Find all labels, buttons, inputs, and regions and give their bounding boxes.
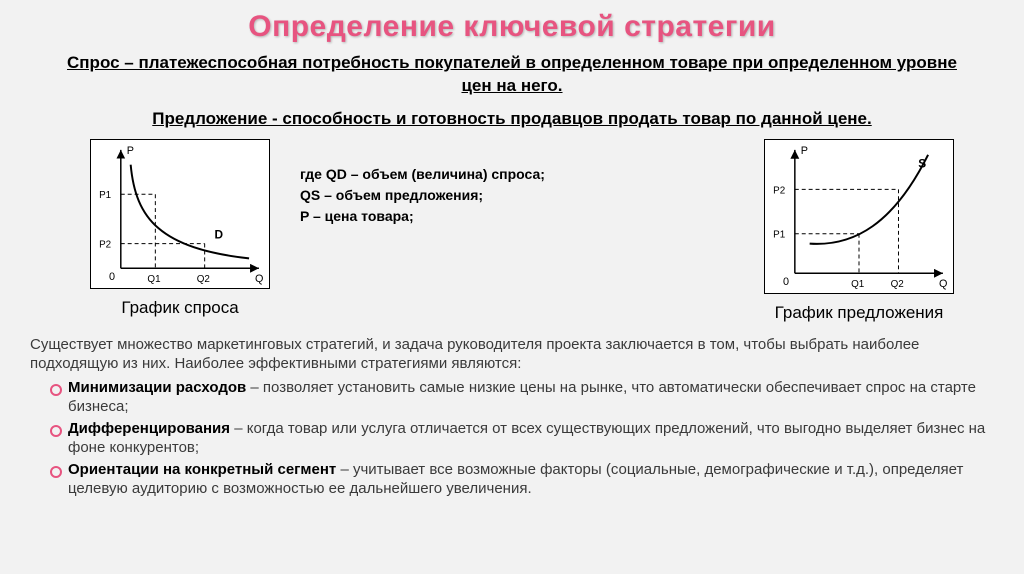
svg-text:S: S — [918, 156, 926, 170]
svg-text:P2: P2 — [773, 185, 785, 196]
definition-supply: Предложение - способность и готовность п… — [0, 108, 1024, 131]
body-text: Существует множество маркетинговых страт… — [0, 323, 1024, 499]
strategy-list: Минимизации расходов – позволяет установ… — [30, 378, 994, 499]
strategy-item-head: Ориентации на конкретный сегмент — [68, 461, 336, 478]
demand-chart-col: P Q 0 P1 P2 Q1 Q2 D График спроса — [90, 139, 270, 318]
svg-text:Q: Q — [255, 273, 263, 285]
supply-caption: График предложения — [764, 303, 954, 323]
svg-text:Q1: Q1 — [147, 274, 160, 285]
legend-line-3: P – цена товара; — [300, 206, 744, 227]
strategy-item: Дифференцирования – когда товар или услу… — [50, 419, 994, 458]
supply-chart-col: P Q 0 P2 P1 Q1 Q2 S График предложения — [764, 139, 954, 323]
svg-text:P: P — [801, 145, 808, 157]
svg-text:D: D — [215, 227, 224, 241]
demand-chart: P Q 0 P1 P2 Q1 Q2 D — [90, 139, 270, 289]
chart-legend: где QD – объем (величина) спроса; QS – о… — [270, 139, 764, 227]
legend-line-1: где QD – объем (величина) спроса; — [300, 164, 744, 185]
definition-demand: Спрос – платежеспособная потребность пок… — [0, 52, 1024, 98]
svg-text:P1: P1 — [773, 230, 785, 241]
svg-text:0: 0 — [783, 276, 789, 288]
svg-text:P2: P2 — [99, 239, 111, 250]
strategy-item-head: Минимизации расходов — [68, 379, 246, 396]
definitions: Спрос – платежеспособная потребность пок… — [0, 52, 1024, 131]
charts-row: P Q 0 P1 P2 Q1 Q2 D График спроса где QD – объе… — [0, 139, 1024, 323]
legend-line-2: QS – объем предложения; — [300, 185, 744, 206]
slide-title: Определение ключевой стратегии — [0, 0, 1024, 44]
svg-text:Q1: Q1 — [851, 279, 864, 290]
svg-text:Q2: Q2 — [197, 274, 210, 285]
supply-chart: P Q 0 P2 P1 Q1 Q2 S — [764, 139, 954, 294]
demand-caption: График спроса — [90, 298, 270, 318]
strategy-item-head: Дифференцирования — [68, 420, 230, 437]
svg-text:Q2: Q2 — [891, 279, 904, 290]
svg-text:0: 0 — [109, 271, 115, 283]
svg-text:Q: Q — [939, 278, 947, 290]
svg-text:P1: P1 — [99, 190, 111, 201]
svg-text:P: P — [127, 145, 134, 157]
strategy-item: Минимизации расходов – позволяет установ… — [50, 378, 994, 417]
strategy-item: Ориентации на конкретный сегмент – учиты… — [50, 460, 994, 499]
intro-paragraph: Существует множество маркетинговых страт… — [30, 335, 994, 374]
